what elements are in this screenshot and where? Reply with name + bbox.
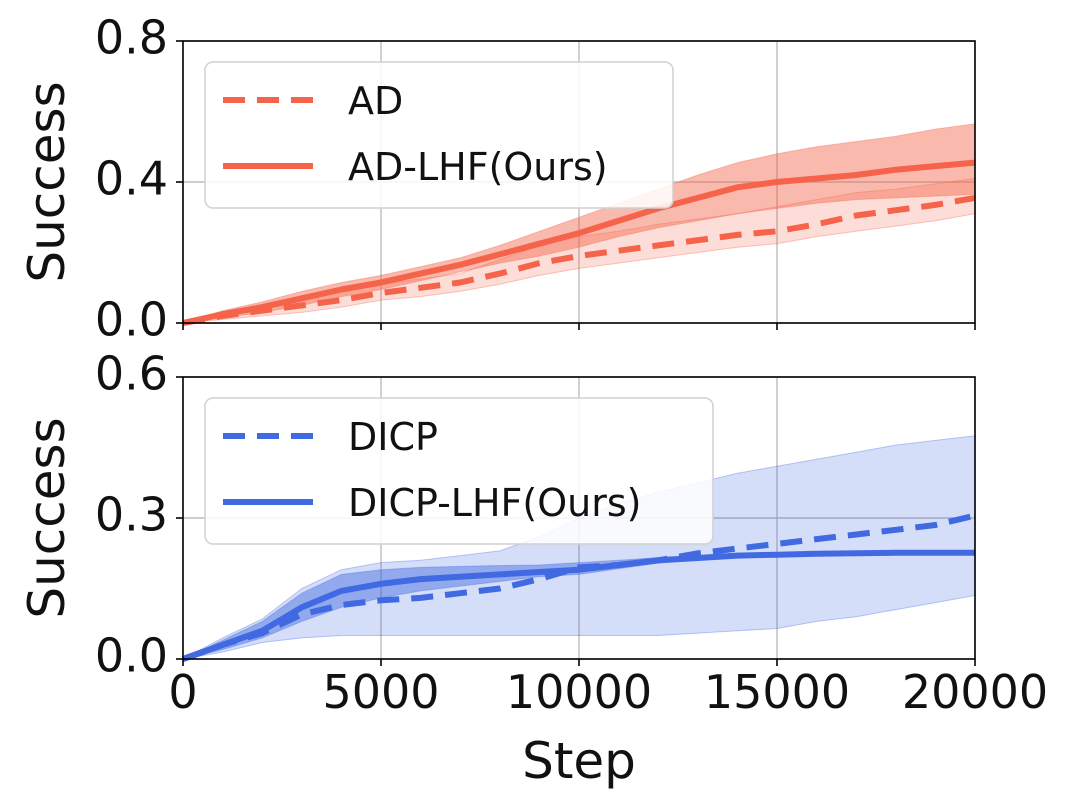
bottom-xtick-label: 10000 [506,665,652,719]
legend-label-ad-lhf: AD-LHF(Ours) [348,145,608,189]
bottom-ticks [176,376,976,666]
top-lines [182,159,976,326]
series-line-ad-lhf-ours [182,159,976,326]
legend-label-ad: AD [348,79,403,123]
series-line-dicp-lhf-ours [181,549,975,662]
bottom-ytick-label: 0.3 [95,488,168,542]
x-axis-title: Step [522,732,636,790]
bottom-lines [181,512,976,662]
bottom-xtick-label: 0 [168,665,197,719]
legend-label-dicp: DICP [348,415,438,459]
legend-label-dicp-lhf: DICP-LHF(Ours) [348,481,641,525]
bottom-ytick-label: 0.6 [95,347,168,401]
bottom-legend-box [204,397,714,545]
bottom-y-axis-title: Success [18,417,76,618]
bottom-ytick-label: 0.0 [95,629,168,683]
top-panel: 0.0 0.4 0.8 Success AD AD-LHF(Ours) [18,11,976,347]
bottom-panel: 0.0 0.3 0.6 0 5000 10000 15000 20000 Suc… [18,347,1048,791]
top-legend: AD AD-LHF(Ours) [204,61,674,209]
bottom-xtick-label: 5000 [322,665,439,719]
top-ticks [176,40,976,330]
top-ytick-label: 0.4 [95,152,168,206]
bottom-xtick-label: 15000 [704,665,850,719]
top-y-axis-title: Success [18,81,76,282]
top-ytick-label: 0.8 [95,11,168,65]
bottom-legend: DICP DICP-LHF(Ours) [204,397,714,545]
top-legend-box [204,61,674,209]
bottom-xtick-label: 20000 [902,665,1048,719]
top-ytick-label: 0.0 [95,293,168,347]
